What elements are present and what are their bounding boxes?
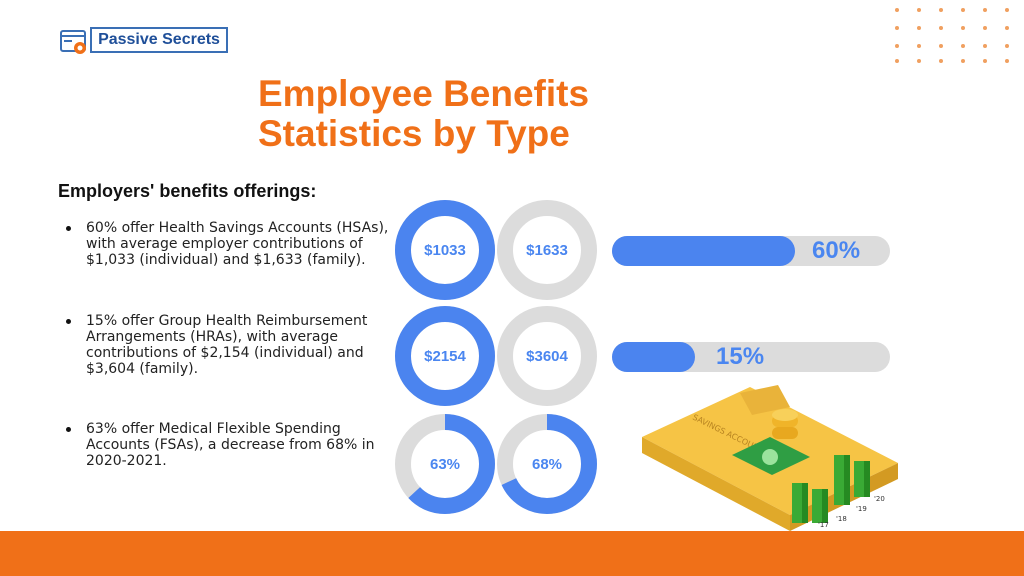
year-label: '17 xyxy=(818,521,829,529)
donut-hsa-family: $1633 xyxy=(497,200,597,300)
bar-fill-hra xyxy=(612,342,696,372)
bar-label-hsa: 60% xyxy=(812,237,861,264)
year-label: '20 xyxy=(874,495,885,503)
donut-hsa-individual: $1033 xyxy=(395,200,495,300)
donut-arc xyxy=(395,414,495,514)
donut-center xyxy=(413,324,477,388)
donut-center xyxy=(515,324,579,388)
bar-label-hra: 15% xyxy=(716,343,765,370)
donut-label: $1033 xyxy=(424,241,466,259)
donut-track xyxy=(497,200,597,300)
donut-track xyxy=(497,306,597,406)
donut-arc xyxy=(497,414,597,514)
bullet-dot xyxy=(66,226,71,231)
donut-label: 68% xyxy=(531,455,563,473)
donut-arc xyxy=(395,200,495,300)
year-label: '18 xyxy=(836,515,847,523)
logo-icon xyxy=(60,30,86,54)
bullet-list: 60% offer Health Savings Accounts (HSAs)… xyxy=(60,220,390,469)
bullet-item: 15% offer Group Health Reimbursement Arr… xyxy=(60,313,390,377)
donut-center xyxy=(413,218,477,282)
bullet-dot xyxy=(66,319,71,324)
bar-track-hsa xyxy=(612,236,890,266)
donut-fsa-previous: 68% xyxy=(497,414,597,514)
title-line-2: Statistics by Type xyxy=(258,113,570,154)
donut-center xyxy=(413,432,477,496)
donut-arc xyxy=(395,306,495,406)
donut-hra-family: $3604 xyxy=(497,306,597,406)
donut-fsa-current: 63% xyxy=(395,414,495,514)
bullet-item: 60% offer Health Savings Accounts (HSAs)… xyxy=(60,220,390,268)
year-label: '19 xyxy=(856,505,867,513)
donut-label: $3604 xyxy=(526,347,568,365)
decorative-dots xyxy=(895,8,1009,63)
bar-fill-hsa xyxy=(612,236,796,266)
donut-center xyxy=(515,218,579,282)
section-heading: Employers' benefits offerings: xyxy=(58,181,317,201)
donut-label: $1633 xyxy=(526,241,568,259)
title-line-1: Employee Benefits xyxy=(258,73,590,114)
savings-account-illustration: SAVINGS ACCOUNT '17 '18 '19 '20 xyxy=(642,385,898,531)
bullet-text: 15% offer Group Health Reimbursement Arr… xyxy=(86,313,368,377)
bullet-text: 60% offer Health Savings Accounts (HSAs)… xyxy=(86,220,389,268)
bullet-item: 63% offer Medical Flexible Spending Acco… xyxy=(60,421,390,469)
bullet-text: 63% offer Medical Flexible Spending Acco… xyxy=(86,421,375,469)
donut-center xyxy=(515,432,579,496)
donut-hra-individual: $2154 xyxy=(395,306,495,406)
page-title: Employee Benefits Statistics by Type xyxy=(258,74,698,154)
logo-text: Passive Secrets xyxy=(90,27,228,53)
donut-label: 63% xyxy=(429,455,461,473)
bullet-dot xyxy=(66,427,71,432)
bar-track-hra xyxy=(612,342,890,372)
donut-label: $2154 xyxy=(424,347,466,365)
footer-band xyxy=(0,531,1024,576)
